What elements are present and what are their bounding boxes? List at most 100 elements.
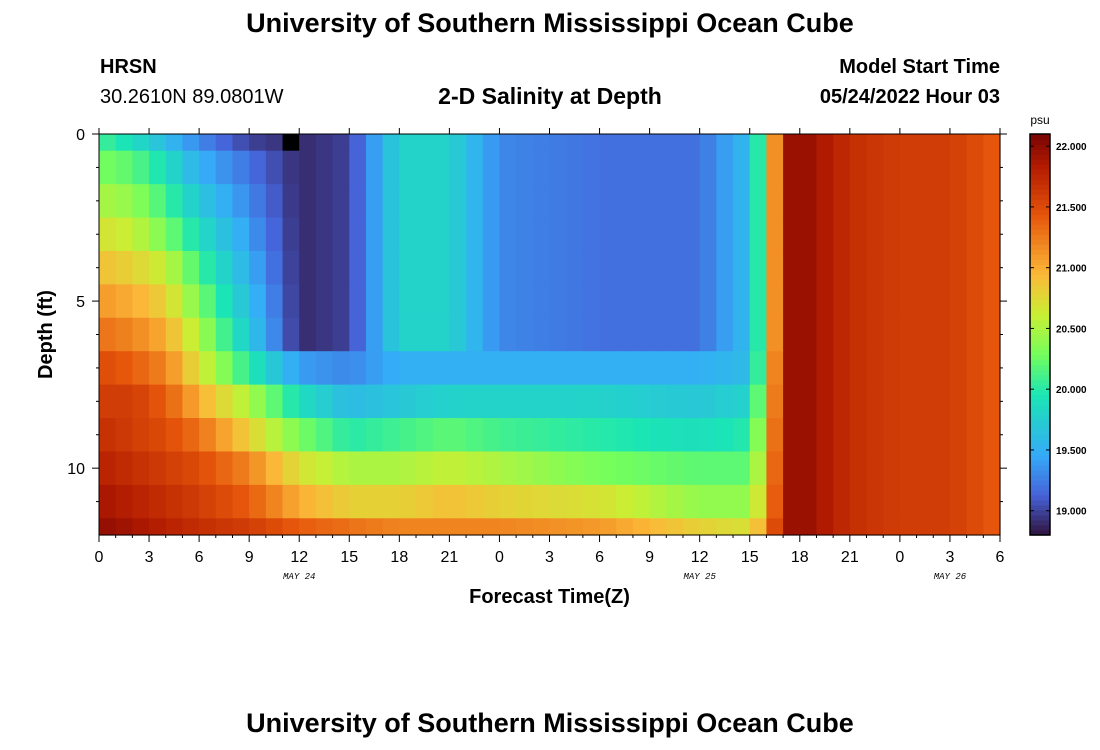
- heatmap-cell: [499, 150, 517, 185]
- colorbar-segment: [1030, 204, 1050, 210]
- heatmap-cell: [299, 317, 317, 352]
- heatmap-cell: [849, 451, 868, 486]
- heatmap-cell: [849, 184, 868, 219]
- heatmap-cell: [416, 250, 434, 285]
- heatmap-cell: [983, 284, 1001, 319]
- heatmap-cell: [883, 217, 901, 252]
- heatmap-cell: [632, 484, 651, 519]
- colorbar-segment: [1030, 144, 1050, 150]
- chart-title: 2-D Salinity at Depth: [438, 83, 662, 109]
- heatmap-cell: [733, 184, 751, 219]
- heatmap-cell: [566, 150, 584, 185]
- heatmap-cell: [899, 451, 918, 486]
- colorbar-segment: [1030, 154, 1050, 160]
- heatmap-cell: [983, 217, 1001, 252]
- date-label: MAY 24: [283, 572, 315, 582]
- heatmap-cell: [866, 317, 884, 352]
- heatmap-cell: [215, 250, 234, 285]
- heatmap-cell: [532, 418, 551, 453]
- heatmap-cell: [682, 484, 701, 519]
- heatmap-cell: [816, 384, 834, 419]
- heatmap-cell: [132, 150, 150, 185]
- heatmap-cell: [799, 418, 818, 453]
- heatmap-cell: [499, 217, 517, 252]
- heatmap-cell: [432, 217, 450, 252]
- heatmap-cell: [399, 518, 417, 536]
- heatmap-cell: [899, 284, 918, 319]
- heatmap-cell: [99, 284, 117, 319]
- heatmap-cell: [199, 134, 217, 152]
- heatmap-cell: [315, 150, 334, 185]
- colorbar-segment: [1030, 334, 1050, 341]
- heatmap-cell: [649, 184, 667, 219]
- colorbar-segment: [1030, 199, 1050, 205]
- heatmap-cell: [566, 284, 584, 319]
- heatmap-cell: [532, 184, 551, 219]
- heatmap-cell: [933, 217, 951, 252]
- colorbar-segment: [1030, 254, 1050, 260]
- heatmap-cell: [332, 451, 350, 486]
- heatmap-cell: [599, 418, 617, 453]
- heatmap-cell: [933, 134, 951, 152]
- heatmap-cell: [866, 418, 884, 453]
- heatmap-cell: [249, 250, 267, 285]
- heatmap-cell: [282, 418, 300, 453]
- heatmap-cell: [449, 250, 467, 285]
- heatmap-cell: [365, 317, 384, 352]
- heatmap-cell: [182, 351, 200, 386]
- heatmap-cell: [866, 518, 884, 536]
- heatmap-cell: [699, 184, 717, 219]
- colorbar-segment: [1030, 424, 1050, 431]
- heatmap-cell: [399, 184, 417, 219]
- heatmap-cell: [582, 317, 601, 352]
- heatmap-cell: [799, 250, 818, 285]
- heatmap-cell: [816, 317, 834, 352]
- heatmap-cell: [182, 451, 200, 486]
- heatmap-cell: [532, 150, 551, 185]
- heatmap-cell: [666, 351, 684, 386]
- heatmap-cell: [149, 384, 167, 419]
- heatmap-cell: [466, 484, 484, 519]
- colorbar-segment: [1030, 264, 1050, 270]
- heatmap-cell: [365, 518, 384, 536]
- heatmap-cell: [766, 184, 784, 219]
- heatmap-cell: [365, 184, 384, 219]
- heatmap-cell: [883, 150, 901, 185]
- heatmap-cell: [933, 384, 951, 419]
- heatmap-cell: [332, 184, 350, 219]
- heatmap-cell: [382, 351, 400, 386]
- heatmap-cell: [699, 484, 717, 519]
- heatmap-cell: [866, 217, 884, 252]
- heatmap-cell: [682, 150, 701, 185]
- heatmap-cell: [799, 518, 818, 536]
- heatmap-cell: [482, 317, 501, 352]
- heatmap-cell: [449, 184, 467, 219]
- heatmap-cell: [282, 317, 300, 352]
- heatmap-cell: [532, 451, 551, 486]
- heatmap-cell: [616, 184, 634, 219]
- heatmap-cell: [966, 518, 984, 536]
- heatmap-cell: [699, 384, 717, 419]
- heatmap-cell: [666, 284, 684, 319]
- heatmap-cell: [916, 150, 934, 185]
- heatmap-cell: [282, 150, 300, 185]
- heatmap-cell: [966, 250, 984, 285]
- heatmap-cell: [132, 317, 150, 352]
- heatmap-cell: [165, 184, 184, 219]
- heatmap-cell: [215, 384, 234, 419]
- heatmap-cell: [933, 451, 951, 486]
- heatmap-cell: [816, 217, 834, 252]
- heatmap-cell: [99, 384, 117, 419]
- heatmap-cell: [699, 134, 717, 152]
- heatmap-cell: [149, 518, 167, 536]
- heatmap-cell: [766, 384, 784, 419]
- heatmap-cell: [733, 418, 751, 453]
- x-tick-label: 6: [195, 549, 204, 566]
- heatmap-cell: [165, 484, 184, 519]
- heatmap-cell: [682, 518, 701, 536]
- heatmap-cell: [115, 150, 133, 185]
- colorbar-segment: [1030, 184, 1050, 190]
- heatmap-cell: [249, 217, 267, 252]
- heatmap-cell: [349, 351, 367, 386]
